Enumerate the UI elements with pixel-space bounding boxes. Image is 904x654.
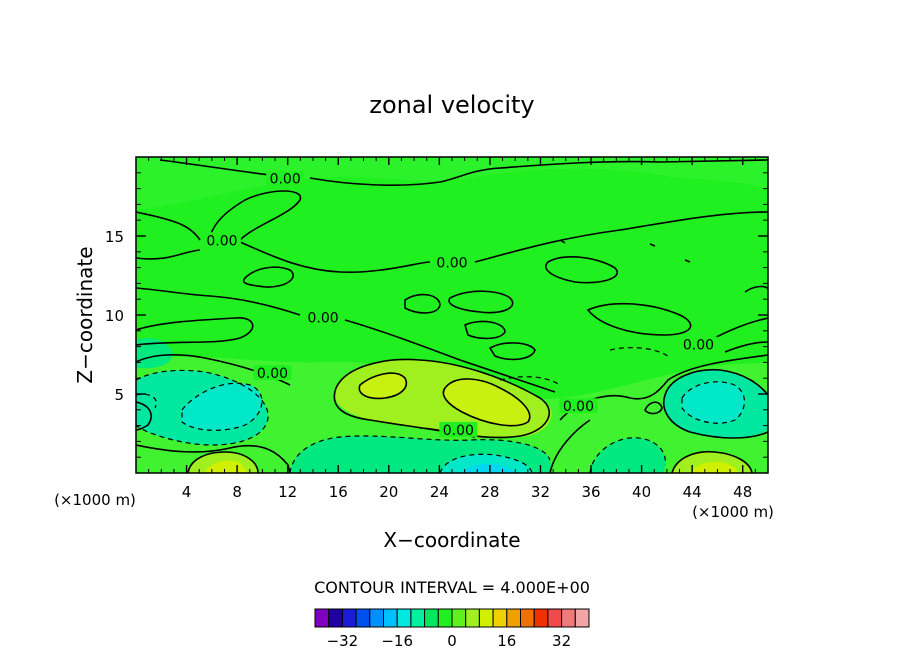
colorbar-tick-label: 32 — [552, 632, 571, 650]
x-tick-label: 40 — [632, 483, 651, 501]
x-tick-label: 12 — [278, 483, 297, 501]
positive-core-contour — [358, 372, 531, 427]
bottom-left-positive-core — [205, 460, 246, 473]
plot-area: 0.00 0.00 0.00 0.00 0.00 0.00 0.00 0.00 — [135, 156, 769, 474]
negative-lobe-left-core — [182, 383, 262, 431]
dashed-contour-right-core — [681, 381, 745, 424]
contour-label-backdrop — [266, 170, 305, 186]
contour-label-backdrop — [679, 336, 718, 352]
upper-region-fill — [136, 157, 768, 210]
contour-label: 0.00 — [270, 172, 301, 188]
zero-contour-blobs — [404, 239, 768, 361]
colorbar-swatch — [492, 608, 508, 628]
x-tick-label: 28 — [480, 483, 499, 501]
contour-label-backdrop — [433, 254, 471, 270]
colorbar-swatch — [561, 608, 576, 628]
contour-label: 0.00 — [436, 255, 467, 271]
contour-label-backdrop — [304, 309, 343, 325]
x-tick-label: 36 — [581, 483, 600, 501]
x-axis-label: X−coordinate — [383, 528, 520, 552]
positive-lobe-small-core — [359, 373, 407, 399]
colorbar-swatch — [328, 608, 343, 628]
colorbar-tick-label: −16 — [381, 632, 413, 650]
contour-label-backdrop — [559, 398, 598, 414]
colorbar-labels: −32 −16 0 16 32 — [327, 632, 572, 650]
colorbar-swatch — [451, 608, 467, 628]
contour-label-backdrop — [253, 365, 292, 381]
y-tick-label: 15 — [105, 228, 124, 246]
x-tick-label: 4 — [182, 483, 192, 501]
colorbar-tick-label: 0 — [447, 632, 457, 650]
y-tick-label: 10 — [105, 307, 124, 325]
colorbar-swatch — [410, 608, 426, 628]
zero-contour-mid — [136, 287, 556, 393]
colorbar-swatch — [424, 608, 439, 628]
dashed-contour-left — [136, 369, 269, 446]
x-tick-label: 8 — [232, 483, 242, 501]
zero-contour-top — [159, 159, 768, 186]
axis-ticks — [136, 157, 768, 473]
colorbar-tick-label: −32 — [327, 632, 359, 650]
left-edge-negative-fill — [136, 338, 173, 369]
bottom-right-positive-core — [690, 462, 738, 473]
zero-contour-bottom-small — [187, 401, 753, 473]
positive-lobe-center-core — [443, 378, 530, 426]
negative-lobe-right-core — [682, 381, 745, 424]
colorbar-swatch — [437, 608, 453, 628]
y-tick-label: 5 — [114, 386, 124, 404]
contour-fills — [136, 157, 768, 473]
x-tick-labels: 4 8 12 16 20 24 28 32 36 40 44 48 — [182, 483, 752, 501]
contour-label-backdrop — [202, 232, 241, 248]
contour-label-backdrop — [439, 421, 478, 437]
colorbar-tick-label: 16 — [497, 632, 516, 650]
dashed-contour-bottom — [289, 435, 666, 473]
colorbar-swatch — [478, 608, 494, 628]
bottom-negative-core — [440, 454, 532, 473]
x-tick-label: 20 — [379, 483, 398, 501]
contour-interval-text: CONTOUR INTERVAL = 4.000E+00 — [314, 578, 590, 597]
contour-label: 0.00 — [257, 366, 288, 382]
colorbar-swatch — [355, 608, 371, 628]
zero-contour-upper-b — [136, 211, 768, 274]
x-tick-label: 32 — [531, 483, 550, 501]
x-unit-label: (×1000 m) — [692, 503, 774, 521]
colorbar-swatch — [396, 608, 412, 628]
colorbar-swatch — [314, 608, 330, 628]
colorbar-swatch — [547, 608, 563, 628]
x-tick-label: 44 — [683, 483, 702, 501]
y-tick-labels: 5 10 15 — [105, 228, 124, 404]
y-unit-label: (×1000 m) — [54, 491, 136, 509]
bottom-negative-center — [462, 463, 515, 473]
colorbar-swatch — [369, 608, 384, 628]
colorbar-swatch — [574, 608, 590, 628]
contour-label: 0.00 — [683, 338, 714, 354]
contour-lines — [136, 159, 768, 473]
dashed-contour-left-core — [181, 382, 263, 431]
colorbar-swatch — [533, 608, 549, 628]
colorbar-swatch — [520, 608, 535, 628]
x-tick-label: 48 — [733, 483, 752, 501]
colorbar-swatch — [506, 608, 521, 628]
x-tick-label: 16 — [329, 483, 348, 501]
colorbar-swatch — [465, 608, 480, 628]
contour-label: 0.00 — [563, 399, 594, 415]
colorbar-swatch — [383, 608, 398, 628]
zero-contour-upper-a — [136, 190, 302, 241]
zero-contour-right-lobe — [663, 368, 768, 439]
contour-label: 0.00 — [307, 311, 338, 327]
contour-labels: 0.00 0.00 0.00 0.00 0.00 0.00 0.00 0.00 — [202, 170, 718, 439]
colorbar — [314, 608, 590, 628]
x-tick-label: 24 — [430, 483, 449, 501]
zero-contour-upper-c — [243, 266, 294, 288]
y-axis-label: Z−coordinate — [73, 246, 97, 383]
bottom-mid-negative-fill — [590, 437, 666, 473]
contour-label: 0.00 — [206, 233, 237, 249]
colorbar-swatch — [341, 608, 357, 628]
chart-title: zonal velocity — [369, 91, 534, 119]
zero-contour-mid-b — [136, 317, 254, 346]
contour-label: 0.00 — [443, 423, 474, 439]
